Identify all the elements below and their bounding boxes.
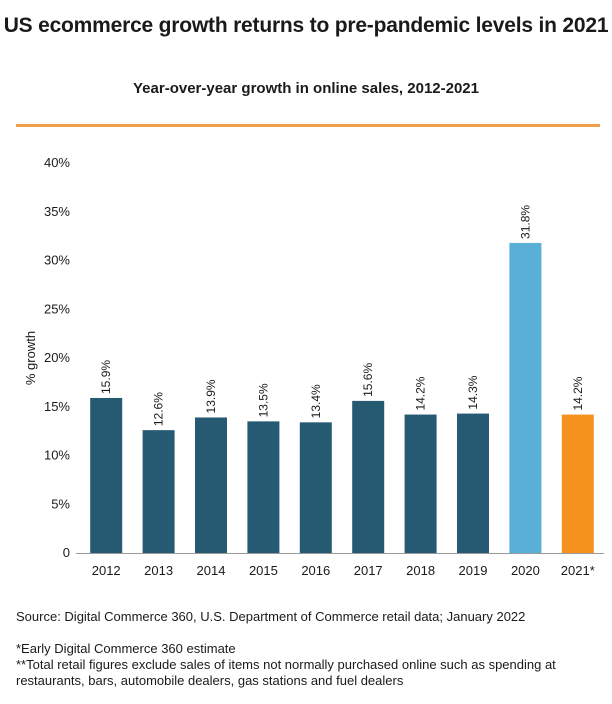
y-tick-label: 35% <box>44 204 70 219</box>
value-label-2012: 15.9% <box>99 360 113 394</box>
value-label-2015: 13.5% <box>256 383 270 417</box>
value-label-2016: 13.4% <box>309 384 323 418</box>
x-tick-label: 2013 <box>144 563 173 578</box>
x-tick-label: 2014 <box>197 563 226 578</box>
x-axis-ticks: 2012 2013 2014 2015 2016 2017 2018 2019 2020 2021… <box>92 563 595 578</box>
y-tick-label: 30% <box>44 253 70 268</box>
chart-title: US ecommerce growth returns to pre-pande… <box>3 14 609 37</box>
x-tick-label: 2021* <box>561 563 595 578</box>
bar-2021* <box>561 414 594 553</box>
y-tick-label: 0 <box>63 545 70 560</box>
value-labels: 15.9% 12.6% 13.9% 13.5% 13.4% 15.6% 14.2% 14.3%… <box>99 205 585 427</box>
x-tick-label: 2012 <box>92 563 121 578</box>
bar-chart: 0 5% 10% 15% 20% 25% 30% 35% 40% 15.9% 12.6% 13.9%… <box>23 155 604 578</box>
x-tick-label: 2019 <box>459 563 488 578</box>
value-label-2014: 13.9% <box>204 379 218 413</box>
y-tick-label: 5% <box>51 496 70 511</box>
y-tick-label: 15% <box>44 399 70 414</box>
value-label-2019: 14.3% <box>466 375 480 409</box>
chart-subtitle: Year-over-year growth in online sales, 2… <box>133 80 479 97</box>
bar-2019 <box>457 413 489 553</box>
y-axis-label: % growth <box>23 331 38 385</box>
bar-2015 <box>247 421 280 553</box>
y-axis-ticks: 0 5% 10% 15% 20% 25% 30% 35% 40% <box>44 155 70 560</box>
bar-2014 <box>195 417 227 553</box>
bar-2020 <box>509 242 542 553</box>
title-divider <box>16 124 600 127</box>
bar-2016 <box>299 422 332 553</box>
bar-2012 <box>90 397 123 553</box>
x-tick-label: 2018 <box>406 563 435 578</box>
x-tick-label: 2020 <box>511 563 540 578</box>
x-tick-label: 2016 <box>301 563 330 578</box>
y-tick-label: 40% <box>44 155 70 170</box>
bars <box>90 242 594 553</box>
y-tick-label: 20% <box>44 350 70 365</box>
bar-2017 <box>352 400 385 553</box>
bar-2018 <box>404 414 437 553</box>
x-tick-label: 2015 <box>249 563 278 578</box>
value-label-2021*: 14.2% <box>571 376 585 410</box>
source-note: Source: Digital Commerce 360, U.S. Depar… <box>16 609 526 624</box>
y-tick-label: 25% <box>44 301 70 316</box>
bar-2013 <box>142 430 175 553</box>
value-label-2017: 15.6% <box>361 363 375 397</box>
x-tick-label: 2017 <box>354 563 383 578</box>
value-label-2013: 12.6% <box>152 392 166 426</box>
y-tick-label: 10% <box>44 448 70 463</box>
footnote-retail: **Total retail figures exclude sales of … <box>16 657 556 688</box>
value-label-2020: 31.8% <box>518 205 532 239</box>
value-label-2018: 14.2% <box>414 376 428 410</box>
footnote-estimate: *Early Digital Commerce 360 estimate <box>16 641 236 656</box>
